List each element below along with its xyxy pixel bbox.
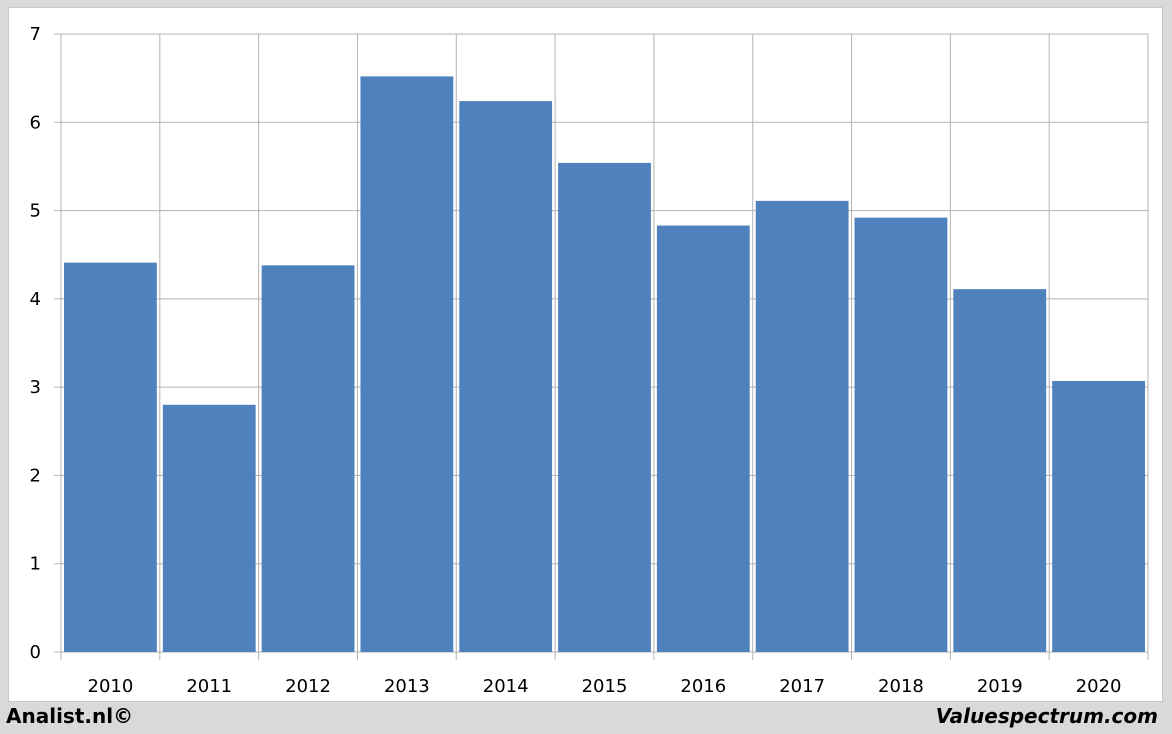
x-tick-label: 2019 (977, 676, 1023, 697)
bar-2010 (64, 262, 157, 652)
y-tick-label: 0 (30, 642, 41, 663)
footer-brand-right: Valuespectrum.com (935, 704, 1158, 728)
bar-2018 (854, 217, 948, 653)
bar-2015 (558, 162, 651, 652)
bar-2011 (162, 404, 256, 652)
x-tick-label: 2014 (483, 676, 529, 697)
x-tick-label: 2016 (680, 676, 726, 697)
bar-2016 (656, 225, 750, 652)
y-tick-label: 4 (30, 289, 41, 310)
y-tick-label: 5 (30, 201, 41, 222)
bar-2014 (459, 101, 553, 652)
x-tick-label: 2020 (1076, 676, 1122, 697)
x-tick-label: 2012 (285, 676, 331, 697)
y-tick-label: 6 (30, 112, 41, 133)
x-tick-label: 2010 (88, 676, 134, 697)
footer-brand-left: Analist.nl© (6, 704, 134, 728)
y-tick-label: 2 (30, 465, 41, 486)
y-tick-label: 7 (30, 24, 41, 45)
x-tick-label: 2013 (384, 676, 430, 697)
y-tick-label: 3 (30, 377, 41, 398)
y-tick-label: 1 (30, 554, 41, 575)
x-tick-label: 2018 (878, 676, 924, 697)
bar-2017 (755, 200, 849, 653)
bar-2012 (261, 265, 355, 652)
x-tick-label: 2017 (779, 676, 825, 697)
bar-2013 (360, 76, 454, 653)
x-tick-label: 2011 (186, 676, 232, 697)
bar-2020 (1052, 380, 1145, 652)
x-tick-label: 2015 (582, 676, 628, 697)
bar-2019 (953, 289, 1047, 652)
